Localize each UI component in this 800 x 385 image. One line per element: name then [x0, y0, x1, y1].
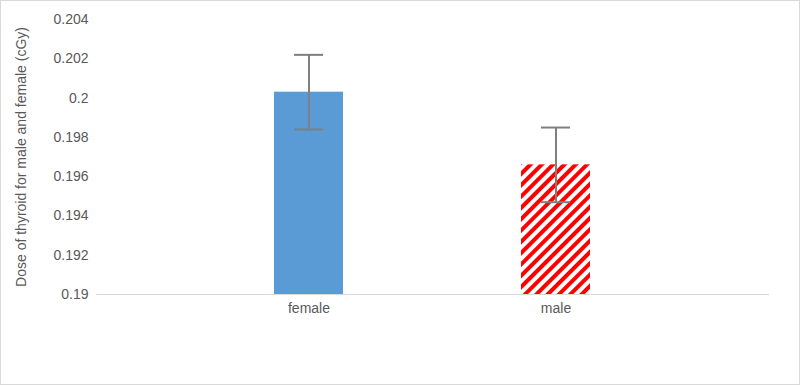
svg-text:0.19: 0.19 — [61, 286, 88, 302]
svg-text:0.194: 0.194 — [53, 207, 88, 223]
svg-text:male: male — [541, 300, 572, 316]
svg-text:0.204: 0.204 — [53, 11, 88, 27]
svg-text:0.202: 0.202 — [53, 50, 88, 66]
svg-text:Dose of thyroid for male and f: Dose of thyroid for male and female (cGy… — [13, 27, 29, 287]
svg-text:0.192: 0.192 — [53, 247, 88, 263]
svg-text:0.196: 0.196 — [53, 168, 88, 184]
svg-text:0.2: 0.2 — [69, 90, 89, 106]
svg-text:female: female — [288, 300, 330, 316]
svg-text:0.198: 0.198 — [53, 129, 88, 145]
